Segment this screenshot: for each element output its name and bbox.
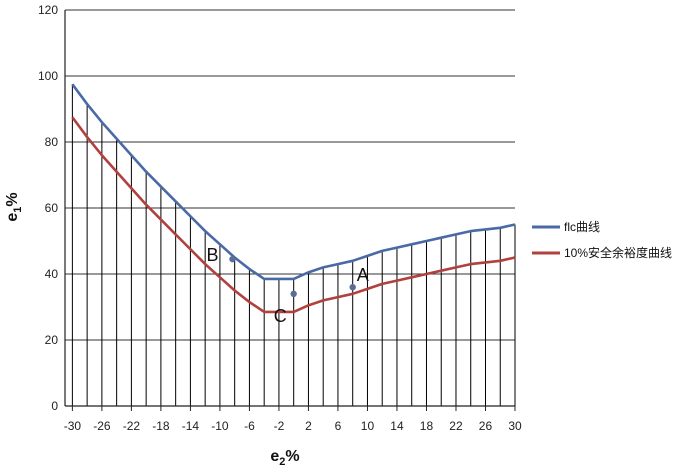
x-tick-label: 14 (390, 419, 404, 433)
axes (64, 10, 516, 411)
y-tick-label: 20 (45, 333, 59, 347)
x-tick-label: -30 (64, 419, 82, 433)
y-tick-label: 80 (45, 135, 59, 149)
legend-label-flc: flc曲线 (564, 220, 600, 234)
series-line-flc (71, 83, 516, 281)
y-tick-label: 120 (38, 3, 58, 17)
x-tick-label: -6 (244, 419, 255, 433)
x-tick-label: -10 (211, 419, 229, 433)
x-tick-label: -18 (152, 419, 170, 433)
x-tick-label: 22 (449, 419, 463, 433)
y-axis-title: e1% (4, 192, 24, 221)
x-tick-label: -14 (182, 419, 200, 433)
x-tick-label: 26 (479, 419, 493, 433)
y-axis-title-suffix: % (4, 192, 21, 206)
series-lines (71, 83, 516, 314)
x-axis-title-main: e (270, 448, 279, 465)
y-tick-label: 100 (38, 69, 58, 83)
legend: flc曲线 10%安全余裕度曲线 (532, 220, 672, 260)
y-tick-label: 0 (51, 399, 58, 413)
x-tick-label: 10 (361, 419, 375, 433)
x-tick-label: -26 (93, 419, 111, 433)
y-tick-label: 60 (45, 201, 59, 215)
horizontal-gridlines (65, 9, 515, 341)
y-tick-labels: 0 20 40 60 80 100 120 (38, 3, 58, 413)
y-tick-label: 40 (45, 267, 59, 281)
y-axis-title-sub: 1 (12, 207, 24, 213)
x-axis-title-suffix: % (285, 448, 299, 465)
point-A (349, 284, 356, 291)
x-tick-label: 30 (508, 419, 522, 433)
x-tick-label: -2 (274, 419, 285, 433)
x-tick-label: 18 (420, 419, 434, 433)
x-tick-label: 6 (335, 419, 342, 433)
point-label-B: B (206, 245, 218, 265)
point-label-C: C (274, 306, 287, 326)
series-line-margin (71, 116, 516, 314)
point-C (290, 290, 297, 297)
y-axis-title-main: e (4, 213, 21, 222)
x-tick-labels: -30 -26 -22 -18 -14 -10 -6 -2 2 6 10 14 18 22 26 30 (64, 419, 522, 433)
x-axis-title-sub: 2 (279, 456, 285, 468)
annotated-points: B C A (206, 245, 368, 326)
point-B (229, 255, 236, 263)
legend-label-margin: 10%安全余裕度曲线 (564, 245, 672, 260)
x-tick-label: 2 (305, 419, 312, 433)
point-label-A: A (357, 265, 369, 285)
x-tick-label: -22 (123, 419, 141, 433)
x-axis-title: e2% (270, 448, 299, 468)
